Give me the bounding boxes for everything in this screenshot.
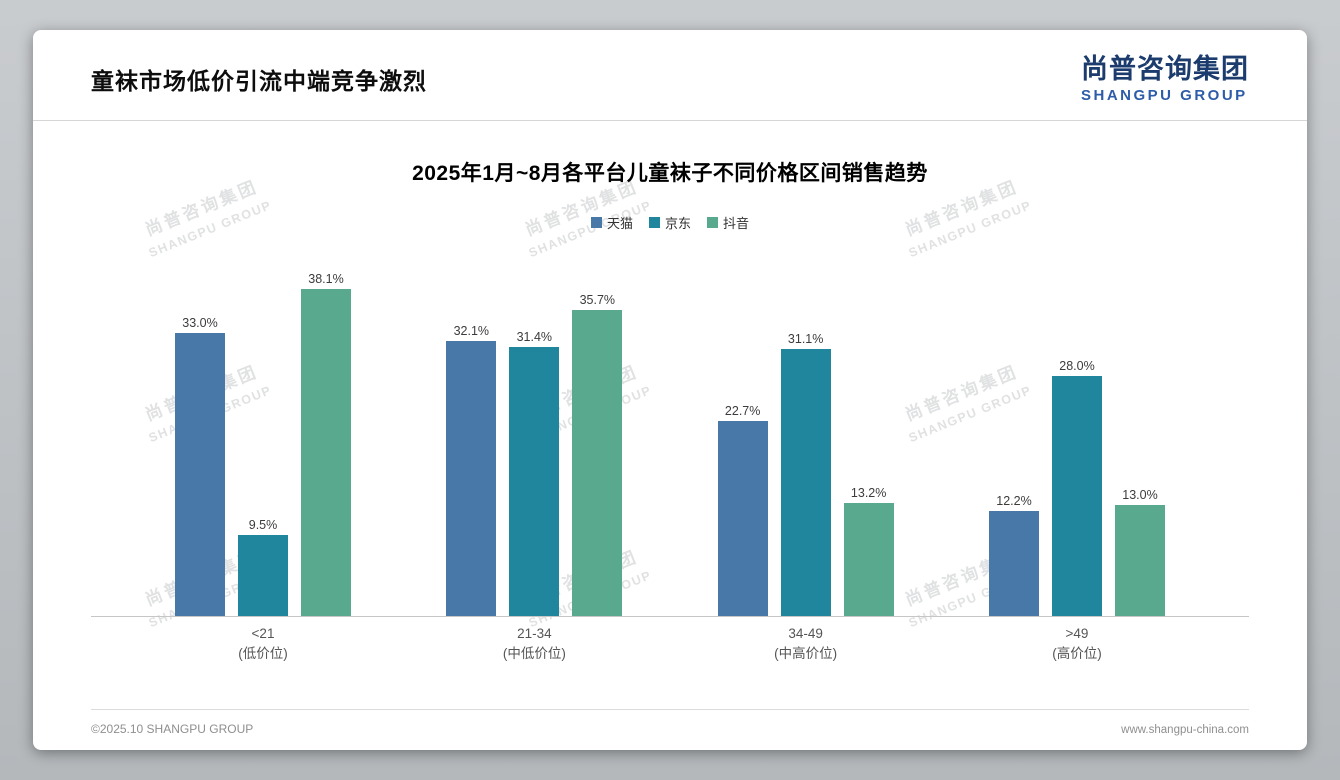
bar-value-label: 13.2% [850,485,887,500]
bar-jd [780,349,831,617]
legend-item-tmall: 天猫 [590,213,633,232]
bar-column-douyin: 13.2% [843,485,894,617]
bar-chart: 33.0% 9.5% 38.1% 32.1% 31.4% 35.7% 22.7% 31.1% 1… [91,256,1249,618]
bar-value-label: 28.0% [1059,359,1095,374]
slide-card: 尚普咨询集团 SHANGPU GROUP 尚普咨询集团 SHANGPU GROUP 尚普… [33,30,1307,750]
bar-value-label: 22.7% [724,404,761,419]
bar-douyin [301,289,351,617]
bar-value-label: 32.1% [453,323,490,338]
bar-column-tmall: 12.2% [988,494,1039,617]
bar-column-jd: 9.5% [238,517,288,617]
company-logo: 尚普咨询集团 SHANGPU GROUP [1081,54,1249,104]
bar-column-jd: 31.1% [780,332,831,617]
slide-footer: ©2025.10 SHANGPU GROUP www.shangpu-china… [91,709,1249,736]
chart-legend: 天猫 京东 抖音 [91,213,1249,232]
bar-group: 22.7% 31.1% 13.2% [717,332,894,617]
bar-group: 12.2% 28.0% 13.0% [988,359,1165,617]
bar-value-label: 9.5% [248,517,278,532]
legend-label: 天猫 [606,216,633,232]
bar-group: 32.1% 31.4% 35.7% [446,293,623,617]
bar-value-label: 38.1% [308,272,344,287]
legend-swatch-jd [648,217,660,229]
bar-value-label: 31.4% [516,329,553,344]
bar-value-label: 13.0% [1122,487,1158,502]
bar-column-tmall: 32.1% [446,323,497,617]
bar-jd [238,534,288,617]
bar-tmall [446,340,497,617]
bar-value-label: 33.0% [182,316,218,331]
chart-area: 2025年1月~8月各平台儿童袜子不同价格区间销售趋势 天猫 京东 抖音 33.0%… [33,157,1307,665]
category-axis: <21 (低价位) 21-34 (中低价位) 34-49 (中高价位) >49 (高价位) [91,617,1249,665]
bar-column-douyin: 35.7% [572,293,623,617]
footer-website: www.shangpu-china.com [1121,724,1249,736]
category-label: >49 (高价位) [1052,626,1102,662]
category-label: 34-49 (中高价位) [774,626,838,662]
logo-chinese-name: 尚普咨询集团 [1081,54,1249,84]
bar-tmall [175,333,225,617]
chart-title: 2025年1月~8月各平台儿童袜子不同价格区间销售趋势 [412,162,928,186]
bar-column-jd: 31.4% [509,329,560,617]
legend-swatch-tmall [590,217,602,229]
legend-item-douyin: 抖音 [707,213,749,232]
category-label: <21 (低价位) [238,626,288,662]
slide-header: 童袜市场低价引流中端竞争激烈 尚普咨询集团 SHANGPU GROUP [33,30,1307,122]
bar-column-douyin: 13.0% [1114,487,1165,617]
logo-english-name: SHANGPU GROUP [1081,87,1248,105]
bar-value-label: 31.1% [787,332,824,347]
legend-label: 京东 [664,216,691,232]
legend-item-jd: 京东 [648,213,691,232]
legend-swatch-douyin [707,217,718,229]
bar-column-tmall: 22.7% [717,404,768,617]
bar-value-label: 12.2% [996,494,1032,509]
bar-jd [1051,376,1102,617]
footer-copyright: ©2025.10 SHANGPU GROUP [91,722,254,736]
bar-column-jd: 28.0% [1051,359,1102,617]
bar-douyin [572,310,623,617]
legend-label: 抖音 [723,216,750,232]
bar-tmall [717,421,768,617]
bar-group: 33.0% 9.5% 38.1% [175,272,351,617]
bar-douyin [1114,504,1165,617]
bar-value-label: 35.7% [579,293,616,308]
bar-douyin [843,502,894,617]
page-title: 童袜市场低价引流中端竞争激烈 [91,68,427,95]
bar-column-tmall: 33.0% [175,316,225,617]
bar-column-douyin: 38.1% [301,272,351,617]
bar-tmall [988,511,1039,617]
category-label: 21-34 (中低价位) [502,626,566,662]
bar-jd [509,346,560,617]
